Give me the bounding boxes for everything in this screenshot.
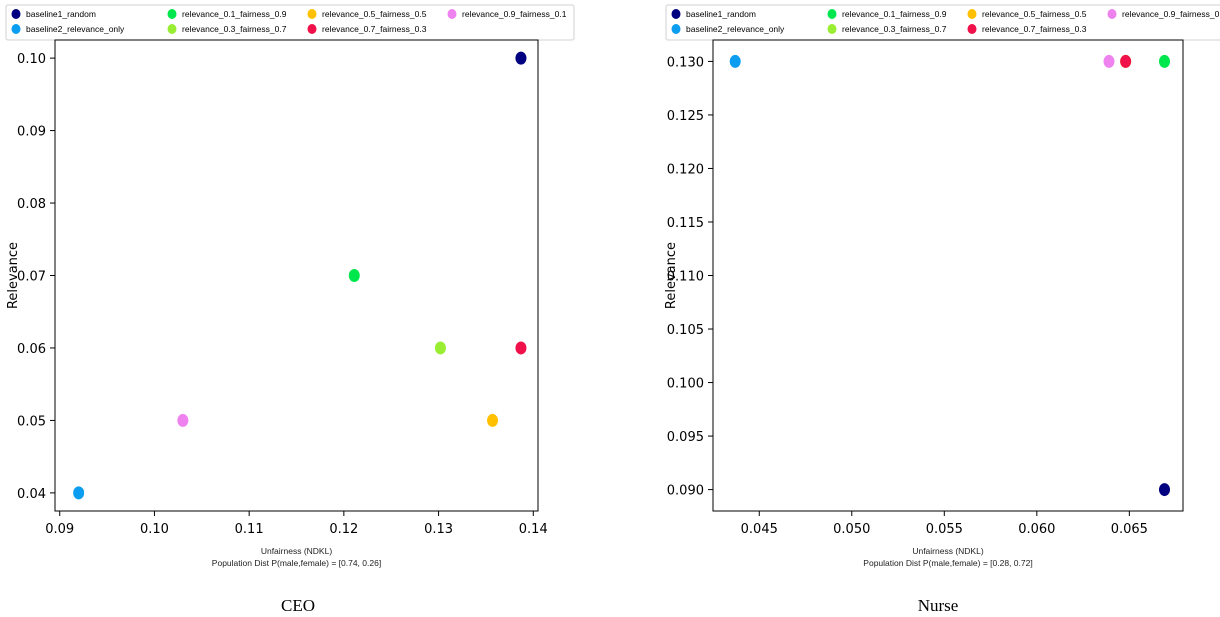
legend-marker bbox=[827, 24, 837, 34]
legend-marker bbox=[967, 9, 977, 19]
point-relevance-0-9-fairness-0-1 bbox=[1103, 54, 1115, 68]
y-tick-label: 0.110 bbox=[667, 270, 704, 285]
legend-label: relevance_0.3_fairness_0.7 bbox=[182, 24, 287, 34]
y-tick-label: 0.05 bbox=[17, 414, 46, 429]
x-tick-label: 0.045 bbox=[741, 522, 778, 537]
x-axis-sublabel: Population Dist P(male,female) = [0.28, … bbox=[863, 558, 1032, 568]
legend-label: relevance_0.7_fairness_0.3 bbox=[982, 24, 1087, 34]
x-axis-label: Unfairness (NDKL) bbox=[261, 546, 332, 556]
y-tick-label: 0.07 bbox=[17, 270, 46, 285]
x-tick-label: 0.13 bbox=[424, 522, 453, 537]
y-tick-label: 0.115 bbox=[667, 216, 704, 231]
plot-frame bbox=[54, 39, 539, 512]
legend-marker bbox=[967, 24, 977, 34]
x-tick-label: 0.050 bbox=[833, 522, 870, 537]
x-tick-label: 0.14 bbox=[519, 522, 548, 537]
legend-label: relevance_0.1_fairness_0.9 bbox=[182, 9, 287, 19]
legend-label: baseline1_random bbox=[686, 9, 756, 19]
x-tick-label: 0.10 bbox=[140, 522, 169, 537]
x-tick-label: 0.065 bbox=[1111, 522, 1148, 537]
legend-marker bbox=[167, 9, 177, 19]
chart-ceo: baseline1_random baseline2_relevance_only… bbox=[5, 4, 575, 615]
legend-marker bbox=[11, 9, 21, 19]
legend-marker bbox=[307, 24, 317, 34]
point-relevance-0-7-fairness-0-3 bbox=[1120, 54, 1132, 68]
point-relevance-0-1-fairness-0-9 bbox=[1158, 54, 1170, 68]
y-tick-label: 0.090 bbox=[667, 484, 704, 499]
legend-label: baseline2_relevance_only bbox=[686, 24, 785, 34]
point-relevance-0-1-fairness-0-9 bbox=[348, 269, 360, 282]
legend: baseline1_random baseline2_relevance_only… bbox=[665, 4, 1220, 41]
legend-label: relevance_0.9_fairness_0.1 bbox=[1122, 9, 1220, 19]
y-tick-label: 0.06 bbox=[17, 342, 46, 357]
x-axis-label: Unfairness (NDKL) bbox=[912, 546, 983, 556]
legend-marker bbox=[447, 9, 457, 19]
point-relevance-0-5-fairness-0-5 bbox=[487, 413, 499, 427]
y-tick-label: 0.10 bbox=[17, 52, 46, 67]
legend-marker bbox=[1107, 9, 1117, 19]
x-tick-label: 0.09 bbox=[45, 522, 74, 537]
figure-caption: CEO bbox=[281, 596, 315, 615]
x-tick-label: 0.060 bbox=[1018, 522, 1055, 537]
figure-caption: Nurse bbox=[918, 596, 959, 615]
legend-marker bbox=[827, 9, 837, 19]
legend-marker bbox=[671, 24, 681, 34]
point-baseline2-relevance-only bbox=[729, 54, 741, 68]
legend-label: relevance_0.3_fairness_0.7 bbox=[842, 24, 947, 34]
x-tick-label: 0.11 bbox=[235, 522, 264, 537]
y-tick-label: 0.125 bbox=[667, 109, 704, 124]
legend-marker bbox=[167, 24, 177, 34]
y-axis-label: Relevance bbox=[6, 242, 21, 309]
legend-marker bbox=[11, 24, 21, 34]
y-axis-label: Relevance bbox=[664, 242, 679, 309]
y-tick-label: 0.100 bbox=[667, 377, 704, 392]
x-axis-sublabel: Population Dist P(male,female) = [0.74, … bbox=[212, 558, 381, 568]
x-tick-label: 0.055 bbox=[926, 522, 963, 537]
legend-label: relevance_0.9_fairness_0.1 bbox=[462, 9, 567, 19]
point-relevance-0-3-fairness-0-7 bbox=[434, 341, 446, 355]
x-tick-label: 0.12 bbox=[329, 522, 358, 537]
y-tick-label: 0.08 bbox=[17, 197, 46, 212]
y-tick-label: 0.09 bbox=[17, 125, 46, 140]
y-tick-label: 0.04 bbox=[17, 487, 46, 502]
legend-label: baseline1_random bbox=[26, 9, 96, 19]
point-baseline1-random bbox=[1158, 483, 1170, 497]
point-relevance-0-7-fairness-0-3 bbox=[515, 341, 527, 355]
legend: baseline1_random baseline2_relevance_only… bbox=[5, 4, 575, 41]
legend-label: relevance_0.5_fairness_0.5 bbox=[982, 9, 1087, 19]
legend-label: baseline2_relevance_only bbox=[26, 24, 125, 34]
chart-nurse: baseline1_random baseline2_relevance_only… bbox=[664, 4, 1220, 615]
y-tick-label: 0.120 bbox=[667, 162, 704, 177]
legend-label: relevance_0.5_fairness_0.5 bbox=[322, 9, 427, 19]
legend-label: relevance_0.7_fairness_0.3 bbox=[322, 24, 427, 34]
point-baseline1-random bbox=[515, 51, 527, 65]
legend-marker bbox=[671, 9, 681, 19]
y-tick-label: 0.130 bbox=[667, 55, 704, 70]
point-baseline2-relevance-only bbox=[73, 486, 85, 500]
point-relevance-0-9-fairness-0-1 bbox=[177, 413, 189, 427]
plot-frame bbox=[712, 39, 1184, 512]
legend-marker bbox=[307, 9, 317, 19]
y-tick-label: 0.105 bbox=[667, 323, 704, 338]
y-tick-label: 0.095 bbox=[667, 430, 704, 445]
legend-label: relevance_0.1_fairness_0.9 bbox=[842, 9, 947, 19]
